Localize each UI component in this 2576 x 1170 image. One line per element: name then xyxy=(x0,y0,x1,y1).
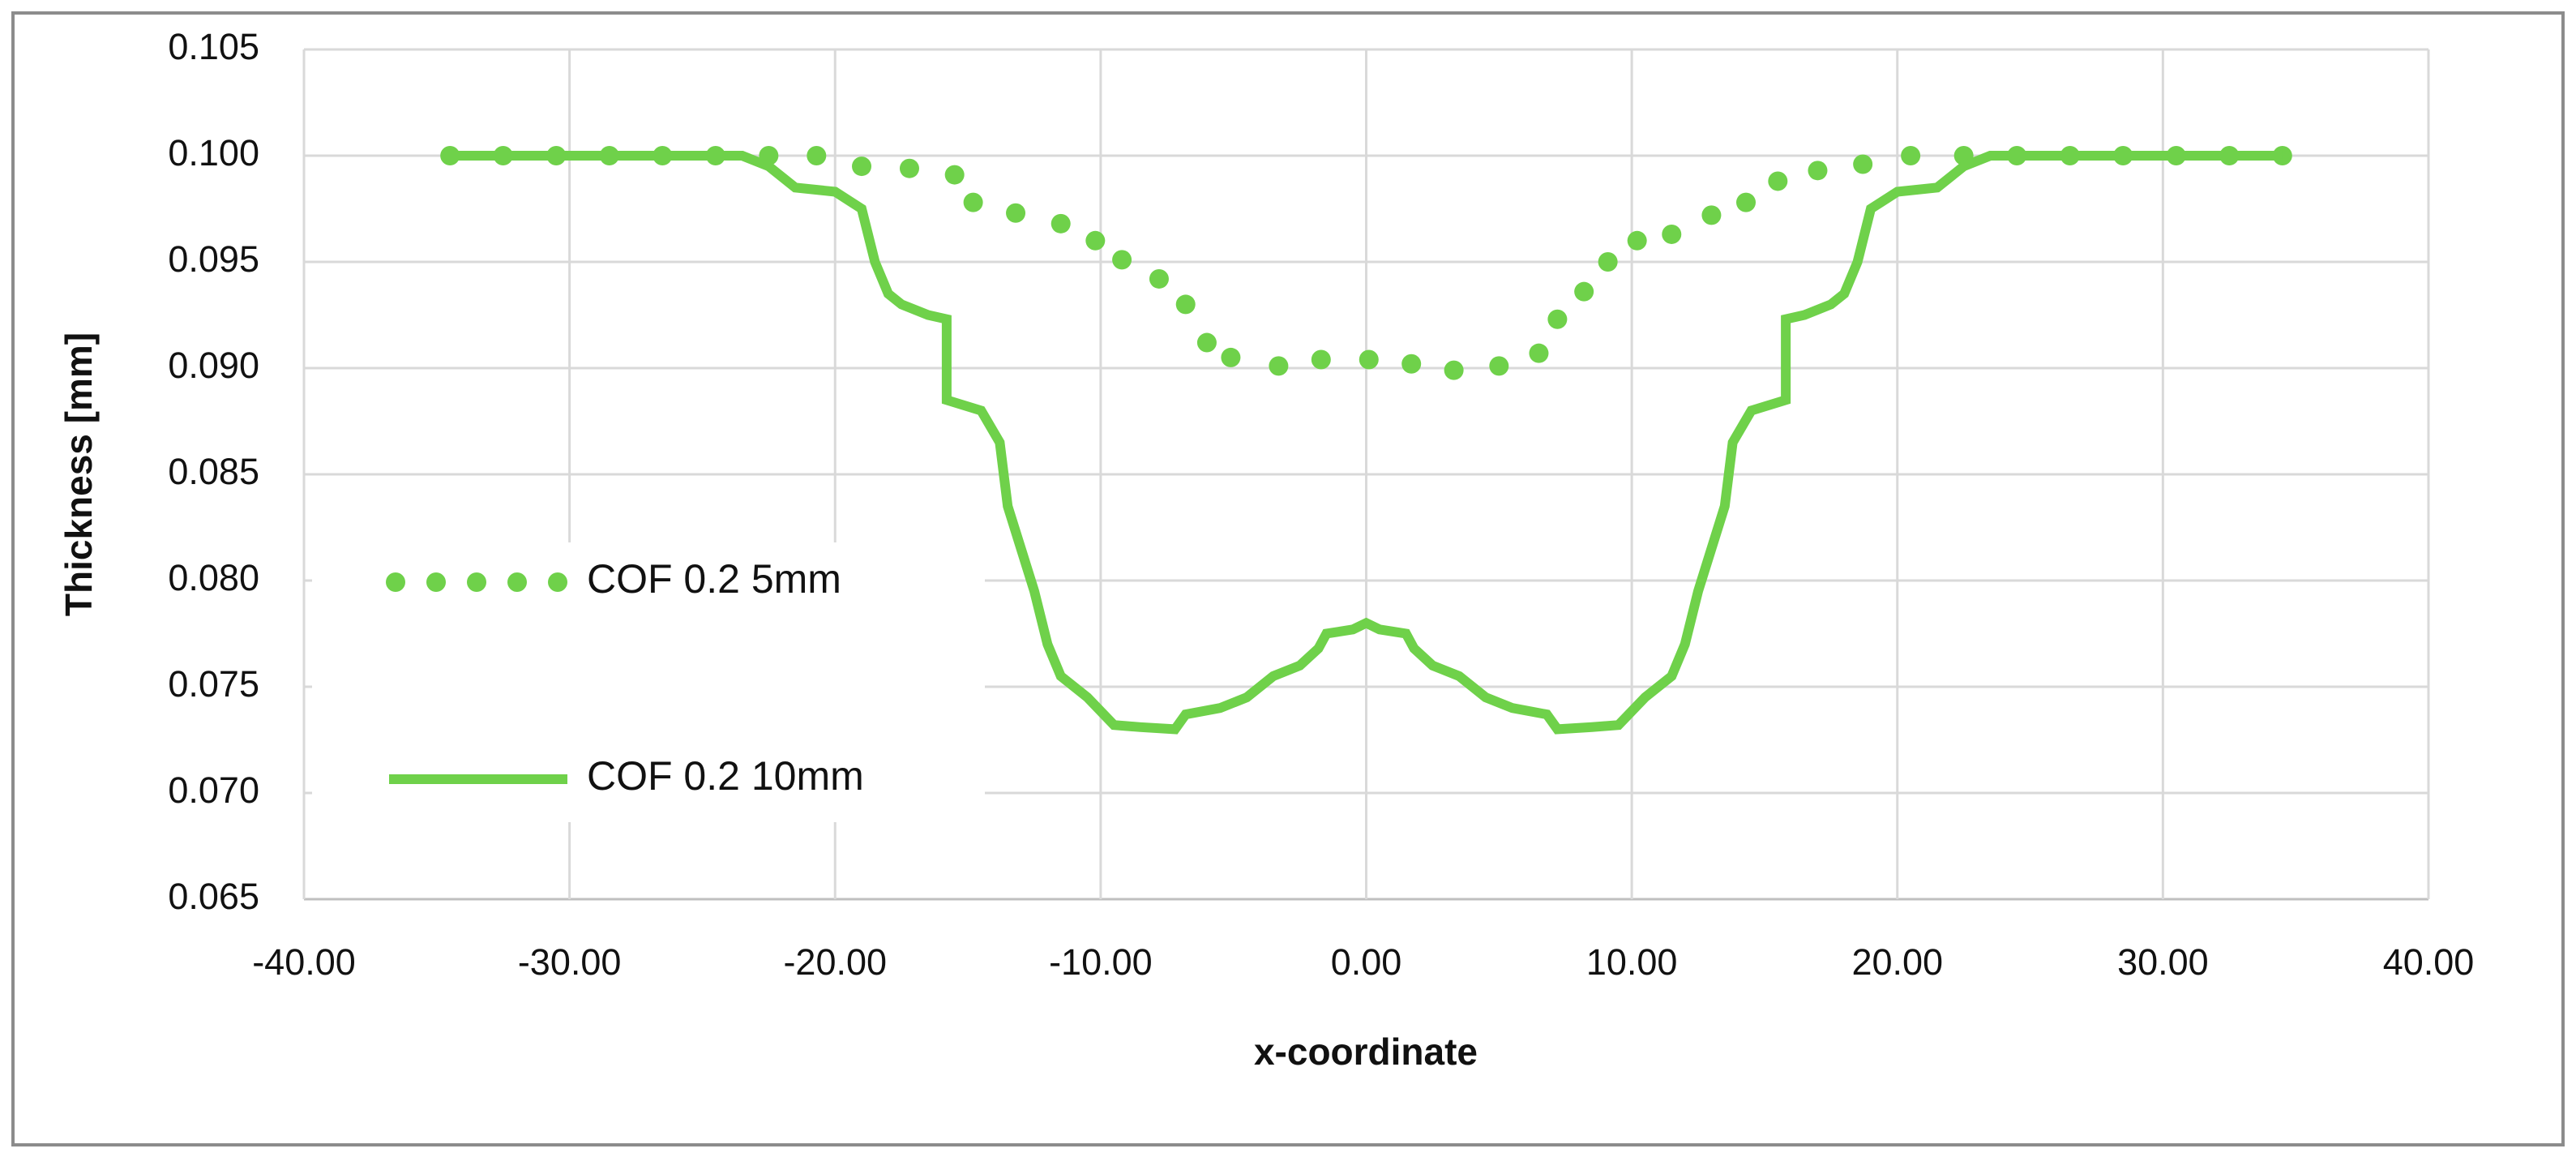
y-tick-label: 0.080 xyxy=(168,557,259,598)
data-point xyxy=(1112,250,1132,270)
data-point xyxy=(1311,349,1331,370)
data-point xyxy=(1701,205,1722,225)
y-tick-label: 0.075 xyxy=(168,663,259,705)
legend-marker xyxy=(548,572,567,592)
data-point xyxy=(1359,349,1379,370)
data-point xyxy=(1006,203,1026,223)
y-tick-label: 0.105 xyxy=(168,26,259,67)
legend-marker xyxy=(426,572,446,592)
data-point xyxy=(1401,354,1422,374)
y-axis-title: Thickness [mm] xyxy=(58,332,100,616)
x-tick-label: -10.00 xyxy=(1049,941,1153,983)
y-tick-label: 0.065 xyxy=(168,876,259,917)
data-point xyxy=(1662,224,1682,244)
x-tick-label: 0.00 xyxy=(1331,941,1402,983)
y-tick-label: 0.070 xyxy=(168,769,259,811)
x-tick-label: 40.00 xyxy=(2383,941,2475,983)
x-tick-label: 10.00 xyxy=(1586,941,1678,983)
data-point xyxy=(944,165,965,185)
data-point xyxy=(899,158,919,178)
data-point xyxy=(1901,146,1921,165)
x-tick-label: 30.00 xyxy=(2117,941,2209,983)
data-point xyxy=(1175,294,1196,315)
data-point xyxy=(1768,171,1788,191)
data-point xyxy=(1051,213,1071,234)
data-point xyxy=(1444,360,1464,380)
legend-marker xyxy=(467,572,486,592)
data-point xyxy=(1736,192,1757,212)
data-point xyxy=(1547,309,1568,329)
y-tick-label: 0.085 xyxy=(168,451,259,492)
x-tick-label: -30.00 xyxy=(518,941,622,983)
data-point xyxy=(1269,356,1289,376)
data-point xyxy=(1221,347,1241,367)
x-tick-label: -20.00 xyxy=(783,941,887,983)
legend-marker xyxy=(507,572,527,592)
data-point xyxy=(1598,252,1618,272)
y-tick-label: 0.090 xyxy=(168,345,259,386)
data-point xyxy=(807,146,827,165)
x-tick-label: 20.00 xyxy=(1851,941,1943,983)
data-point xyxy=(1149,268,1169,289)
data-point xyxy=(963,192,983,212)
data-point xyxy=(1196,332,1217,353)
legend-label: COF 0.2 10mm xyxy=(587,753,864,799)
x-tick-label: -40.00 xyxy=(252,941,356,983)
x-axis-title: x-coordinate xyxy=(1254,1031,1478,1073)
data-point xyxy=(1085,230,1106,251)
data-point xyxy=(1808,161,1828,181)
data-point xyxy=(852,156,872,177)
data-point xyxy=(1489,356,1509,376)
y-tick-label: 0.100 xyxy=(168,132,259,174)
data-point xyxy=(1853,154,1873,174)
data-point xyxy=(1529,343,1549,363)
legend-label: COF 0.2 5mm xyxy=(587,556,841,602)
y-tick-label: 0.095 xyxy=(168,238,259,280)
data-line xyxy=(450,151,2283,735)
legend-marker xyxy=(386,572,405,592)
data-point xyxy=(1627,230,1647,251)
data-point xyxy=(1574,281,1594,302)
